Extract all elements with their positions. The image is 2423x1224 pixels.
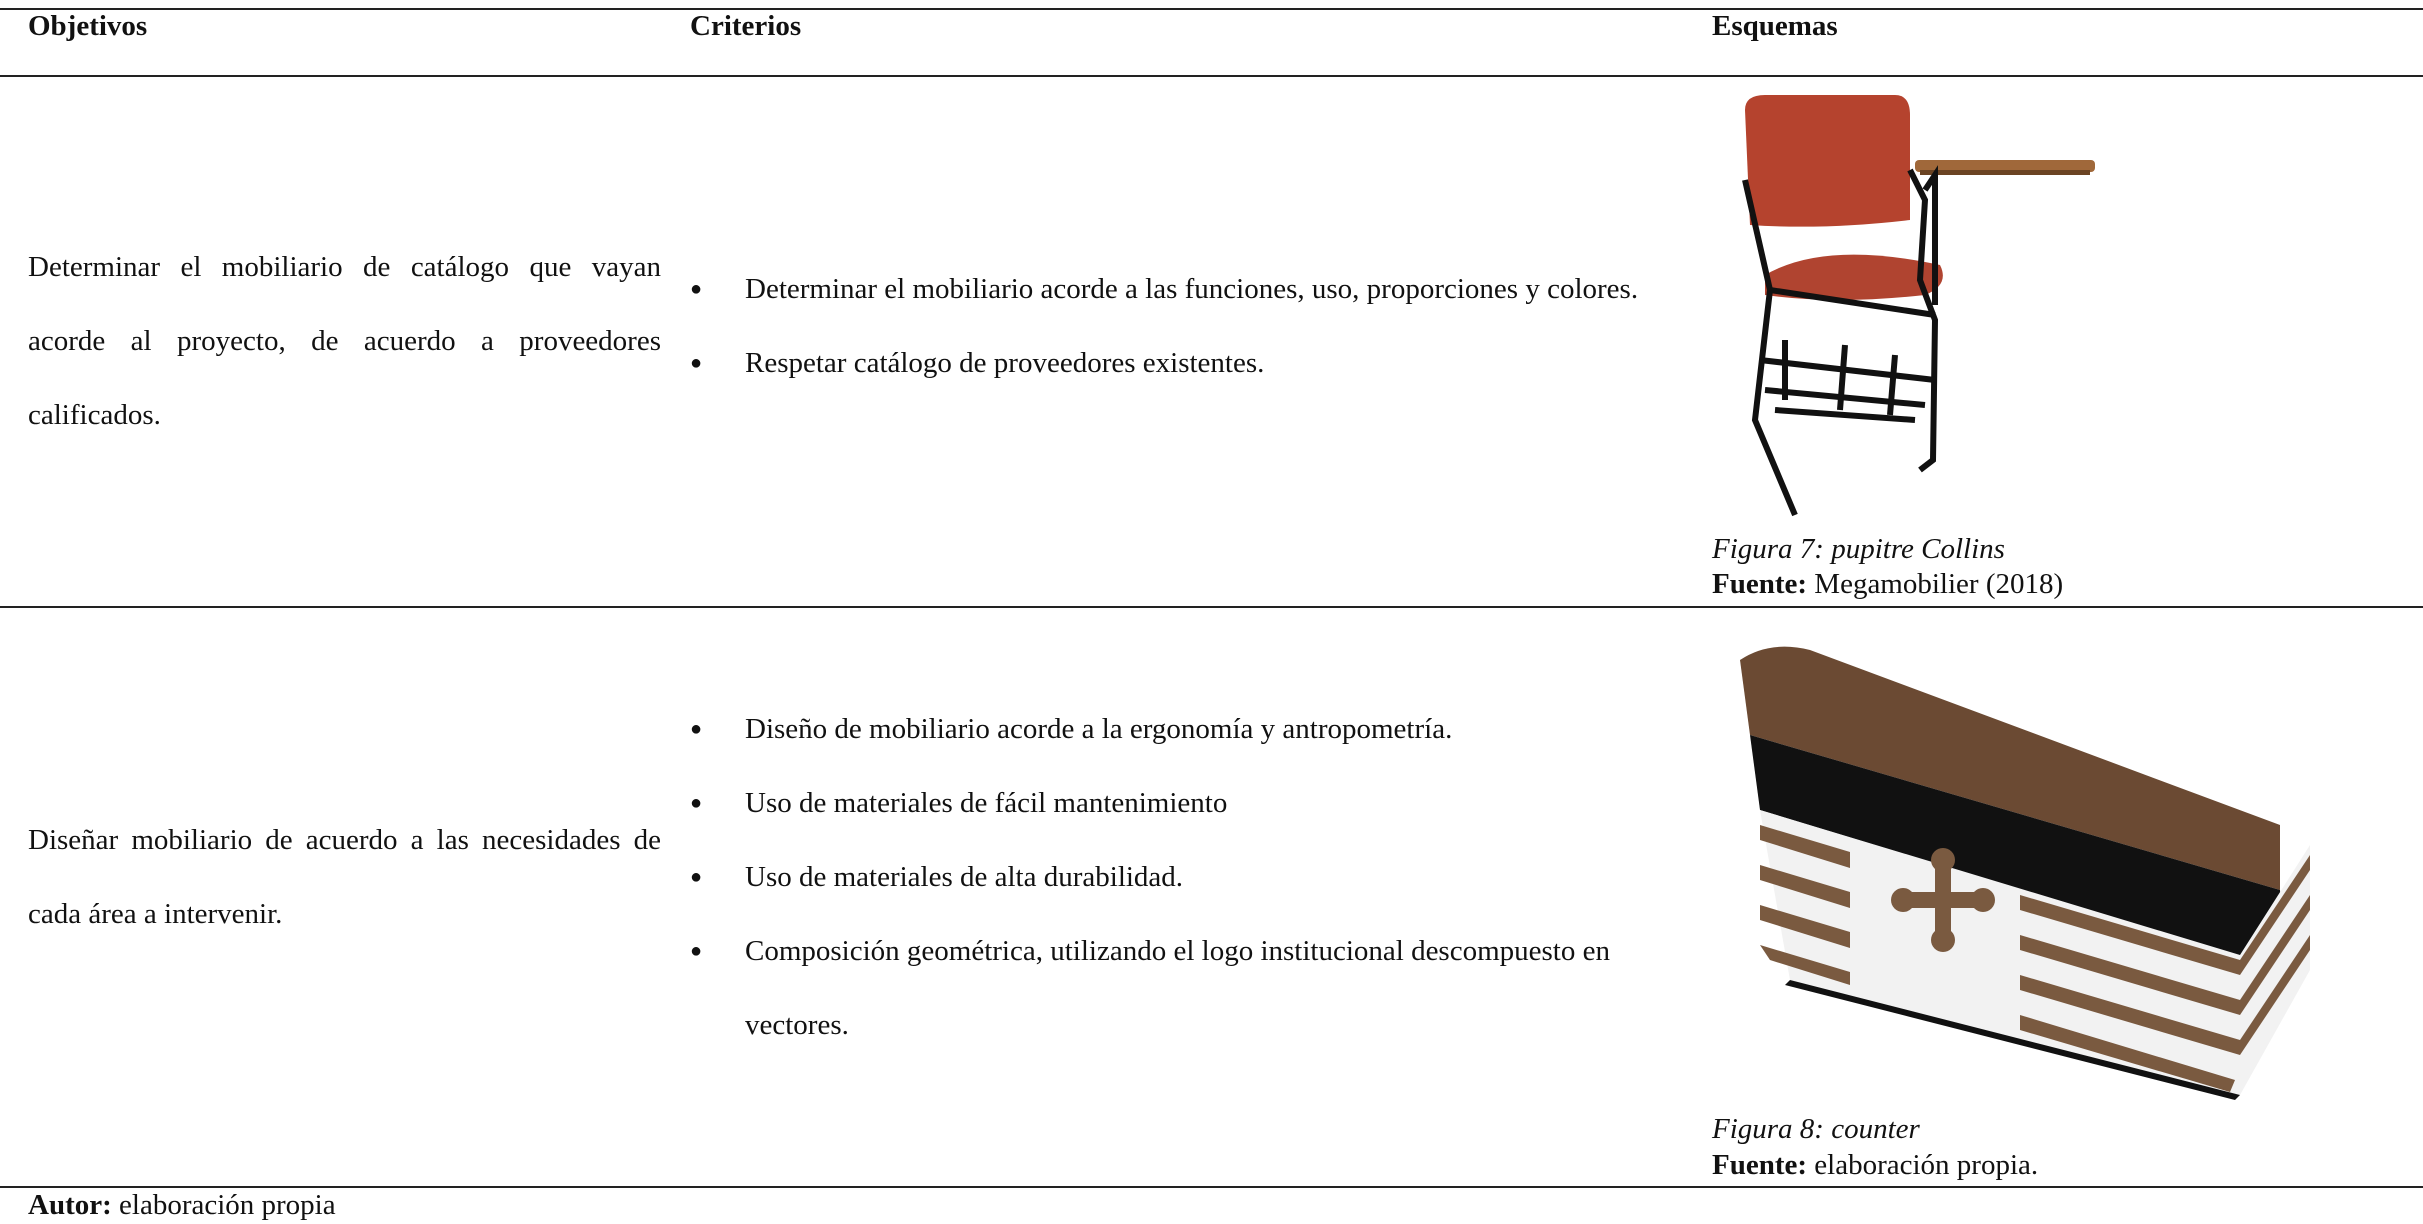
header-cell: Objetivos — [28, 10, 148, 42]
criterion: Diseño de mobiliario acorde a la ergonom… — [690, 692, 1680, 766]
footer-label: Autor: — [28, 1189, 112, 1221]
objective-text: Diseñar mobiliario de acuerdo a las nece… — [28, 824, 661, 930]
criteria-list: Diseño de mobiliario acorde a la ergonom… — [690, 692, 1680, 1062]
source-text: Megamobilier (2018) — [1814, 568, 2064, 600]
rule — [0, 8, 2423, 10]
criteria: Diseño de mobiliario acorde a la ergonom… — [690, 607, 1680, 1147]
rule — [0, 75, 2423, 77]
criterion: Uso de materiales de fácil mantenimiento — [690, 766, 1680, 840]
figure-caption: Figura 8: counter — [1712, 1113, 1920, 1145]
counter-image — [1740, 646, 2310, 1100]
chair-image — [1742, 95, 2095, 517]
criterion: Respetar catálogo de proveedores existen… — [690, 326, 1638, 400]
header-cell: Esquemas — [1712, 10, 1838, 42]
header-cell: Criterios — [690, 10, 802, 42]
criterion: Uso de materiales de alta durabilidad. — [690, 840, 1680, 914]
rule — [0, 1186, 2423, 1188]
figure-caption: Figura 7: pupitre Collins — [1712, 533, 2005, 565]
footer-text: elaboración propia — [119, 1189, 336, 1221]
criterion: Determinar el mobiliario acorde a las fu… — [690, 252, 1638, 326]
rule — [0, 606, 2423, 608]
source-label: Fuente: — [1712, 1149, 1808, 1181]
objective: Determinar el mobiliario de catálogo que… — [28, 76, 661, 606]
objective: Diseñar mobiliario de acuerdo a las nece… — [28, 607, 661, 1147]
figure-source: Fuente: elaboración propia. — [1712, 1149, 2038, 1182]
objective-text: Determinar el mobiliario de catálogo que… — [28, 251, 661, 431]
criterion: Composición geométrica, utilizando el lo… — [690, 914, 1680, 1062]
criteria: Determinar el mobiliario acorde a las fu… — [690, 76, 1680, 576]
source-text: elaboración propia. — [1814, 1149, 2039, 1181]
footer: Autor: elaboración propia — [28, 1189, 336, 1222]
criteria-list: Determinar el mobiliario acorde a las fu… — [690, 252, 1638, 400]
figure-source: Fuente: Megamobilier (2018) — [1712, 568, 2063, 601]
source-label: Fuente: — [1712, 568, 1808, 600]
